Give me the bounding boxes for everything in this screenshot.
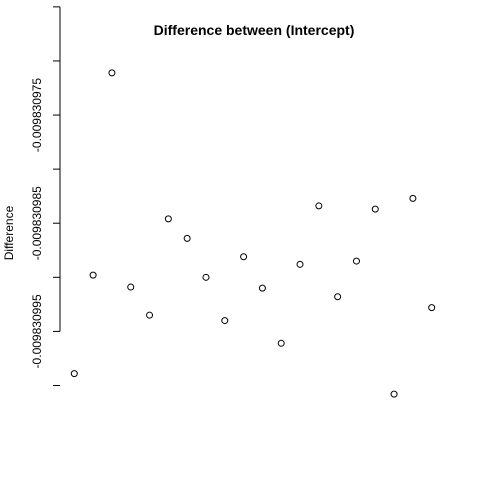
data-point [70,370,78,378]
data-point [371,205,379,213]
data-point [258,284,266,292]
data-point [164,215,172,223]
y-tick-label: -0.009830995 [30,294,44,368]
y-tick-label: -0.009830985 [30,186,44,260]
y-axis: -0.009830975 -0.009830985 -0.009830995 [30,6,61,386]
data-point [127,283,135,291]
data-point [428,304,436,312]
data-point [221,317,229,325]
data-point [240,253,248,261]
data-point [296,260,304,268]
data-point [277,339,285,347]
data-point [89,271,97,279]
data-point [409,194,417,202]
data-point [202,273,210,281]
data-point [352,257,360,265]
data-point [334,293,342,301]
data-points [70,69,436,398]
y-tick-label: -0.009830975 [30,78,44,152]
data-point [390,390,398,398]
chart-title: Difference between (Intercept) [154,22,355,38]
data-point [183,234,191,242]
data-point [315,202,323,210]
data-point [108,69,116,77]
data-point [146,311,154,319]
y-axis-label: Difference [2,205,16,260]
